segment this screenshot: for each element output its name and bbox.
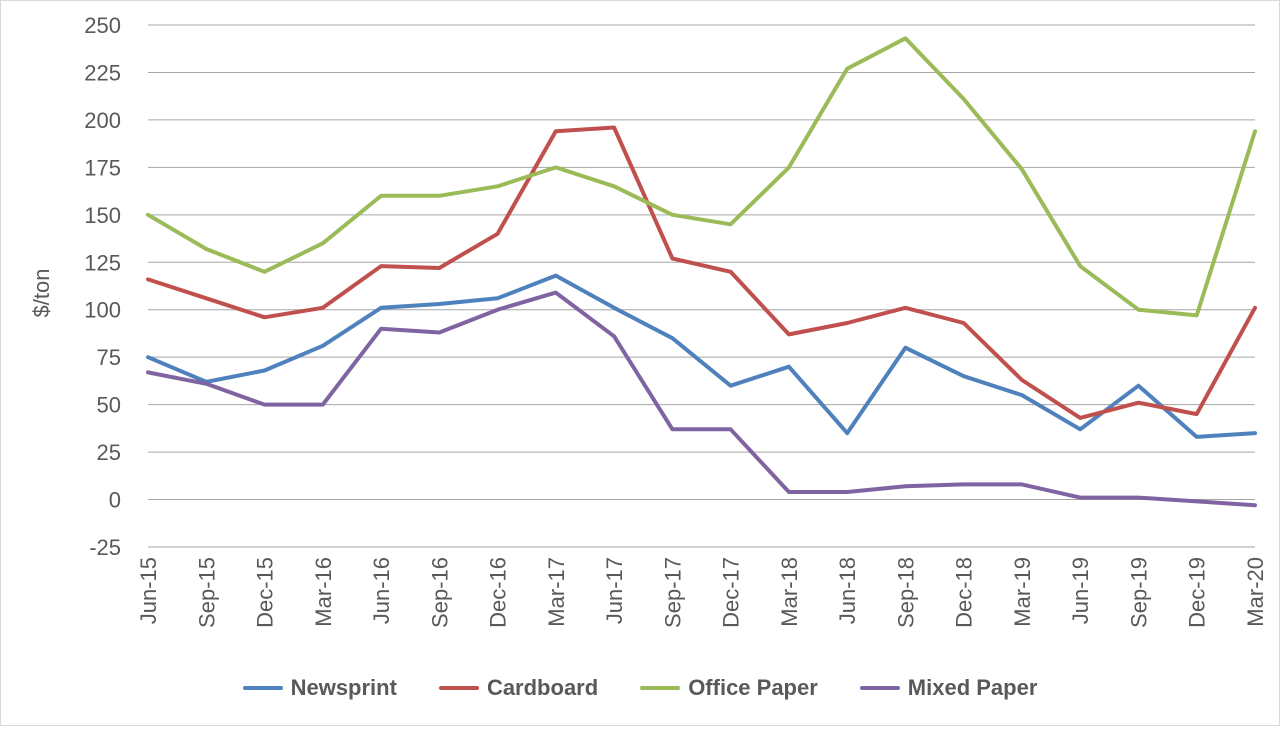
x-tick-label: Dec-17 bbox=[719, 557, 744, 628]
y-tick-label: 225 bbox=[84, 60, 121, 85]
series-line-office-paper bbox=[146, 36, 1257, 318]
y-tick-label: 50 bbox=[97, 393, 121, 418]
legend-label: Cardboard bbox=[486, 675, 599, 700]
legend-label: Newsprint bbox=[290, 675, 397, 700]
series-line-newsprint bbox=[146, 273, 1257, 439]
legend-item: Newsprint bbox=[242, 675, 397, 701]
x-tick-label: Jun-18 bbox=[835, 557, 860, 624]
x-tick-label: Jun-16 bbox=[369, 557, 394, 624]
x-tick-label: Sep-19 bbox=[1126, 557, 1151, 628]
series-line-cardboard bbox=[146, 125, 1257, 420]
x-tick-label: Sep-18 bbox=[893, 557, 918, 628]
gridlines bbox=[148, 24, 1255, 548]
legend-item: Mixed Paper bbox=[859, 675, 1038, 701]
legend-item: Cardboard bbox=[438, 675, 599, 701]
series-lines bbox=[146, 36, 1257, 508]
x-tick-label: Dec-16 bbox=[486, 557, 511, 628]
legend-swatch bbox=[859, 686, 900, 690]
x-axis-tick-labels: Jun-15 Sep-15 Dec-15 Mar-16 Jun-16 Sep-16 Dec-… bbox=[136, 557, 1268, 628]
y-tick-label: 100 bbox=[84, 298, 121, 323]
x-tick-label: Mar-19 bbox=[1010, 557, 1035, 627]
x-tick-label: Jun-19 bbox=[1068, 557, 1093, 624]
legend-swatch bbox=[640, 686, 681, 690]
chart-legend: Newsprint Cardboard Office Paper Mixed Pape… bbox=[0, 672, 1280, 704]
x-tick-label: Mar-20 bbox=[1243, 557, 1268, 627]
y-tick-label: 200 bbox=[84, 108, 121, 133]
y-axis-label: $/ton bbox=[29, 269, 54, 318]
x-tick-label: Sep-17 bbox=[660, 557, 685, 628]
legend-label: Mixed Paper bbox=[907, 675, 1038, 700]
legend-swatch bbox=[242, 686, 283, 690]
y-tick-label: 175 bbox=[84, 155, 121, 180]
y-tick-label: 150 bbox=[84, 203, 121, 228]
y-tick-label: 250 bbox=[84, 13, 121, 38]
x-tick-label: Mar-16 bbox=[311, 557, 336, 627]
y-tick-label: 75 bbox=[97, 345, 121, 370]
x-tick-label: Dec-15 bbox=[253, 557, 278, 628]
x-tick-label: Dec-19 bbox=[1185, 557, 1210, 628]
y-tick-label: 0 bbox=[109, 488, 121, 513]
x-tick-label: Mar-18 bbox=[777, 557, 802, 627]
x-tick-label: Sep-16 bbox=[427, 557, 452, 628]
x-tick-label: Jun-17 bbox=[602, 557, 627, 624]
x-tick-label: Mar-17 bbox=[544, 557, 569, 627]
y-tick-label: 25 bbox=[97, 440, 121, 465]
legend-label: Office Paper bbox=[688, 675, 818, 700]
x-tick-label: Sep-15 bbox=[194, 557, 219, 628]
x-tick-label: Dec-18 bbox=[952, 557, 977, 628]
legend-swatch bbox=[438, 686, 479, 690]
y-tick-label: 125 bbox=[84, 250, 121, 275]
y-axis-tick-labels: -25 0 25 50 75 100 125 150 175 200 225 250 bbox=[84, 13, 121, 560]
series-line-mixed-paper bbox=[146, 290, 1257, 508]
y-tick-label: -25 bbox=[89, 535, 121, 560]
x-tick-label: Jun-15 bbox=[136, 557, 161, 624]
legend-item: Office Paper bbox=[640, 675, 818, 701]
